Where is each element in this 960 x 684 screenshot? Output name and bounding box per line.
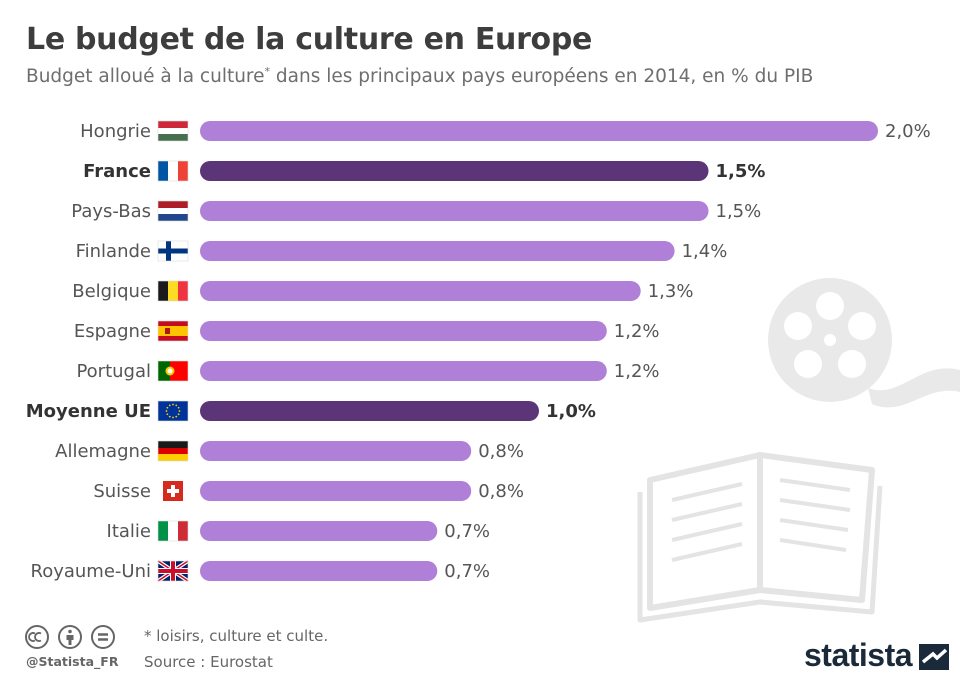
value-label: 1,3%: [648, 281, 694, 302]
flag-portugal-icon: [157, 360, 189, 382]
license-icons: [24, 624, 124, 656]
open-book-icon: [637, 452, 883, 623]
statista-logo-mark-icon: [919, 644, 950, 670]
category-label: Moyenne UE: [26, 401, 151, 422]
bar: [200, 361, 607, 381]
value-label: 1,0%: [546, 401, 596, 422]
category-label: Italie: [107, 521, 151, 542]
flag-finland-icon: [157, 240, 189, 262]
bar: [200, 321, 607, 341]
creative-commons-icon: [25, 625, 49, 649]
category-label: Espagne: [74, 321, 151, 342]
bar: [200, 561, 438, 581]
flag-hungary-icon: [157, 120, 189, 142]
flag-spain-icon: [157, 320, 189, 342]
value-label: 2,0%: [885, 121, 931, 142]
bar: [200, 481, 472, 501]
category-label: Allemagne: [55, 441, 151, 462]
bar: [200, 441, 472, 461]
flag-switzerland-icon: [163, 481, 183, 501]
source-note: Source : Eurostat: [144, 653, 273, 671]
value-label: 0,8%: [478, 441, 524, 462]
flag-france-icon: [157, 160, 189, 182]
flag-belgium-icon: [157, 280, 189, 302]
category-label: Hongrie: [80, 121, 151, 142]
category-label: Suisse: [93, 481, 151, 502]
category-label: Finlande: [76, 241, 151, 262]
value-label: 1,5%: [716, 161, 766, 182]
flag-eu-icon: [157, 400, 189, 422]
flag-uk-icon: [156, 559, 190, 583]
film-reel-icon: [768, 278, 960, 408]
flag-netherlands-icon: [157, 200, 189, 222]
category-label: Pays-Bas: [71, 201, 151, 222]
bar: [200, 161, 709, 181]
footnote: * loisirs, culture et culte.: [144, 627, 329, 645]
category-label: France: [83, 161, 151, 182]
value-label: 0,7%: [444, 561, 490, 582]
value-label: 0,7%: [444, 521, 490, 542]
value-label: 1,2%: [614, 361, 660, 382]
value-label: 1,5%: [716, 201, 762, 222]
bar: [200, 121, 878, 141]
brand-name: statista: [804, 637, 913, 673]
value-label: 1,4%: [682, 241, 728, 262]
value-label: 1,2%: [614, 321, 660, 342]
chart-subtitle: Budget alloué à la culture* dans les pri…: [26, 65, 814, 88]
attribution-icon: [58, 625, 82, 649]
bar: [200, 521, 438, 541]
chart-title: Le budget de la culture en Europe: [26, 22, 593, 57]
no-derivatives-icon: [91, 625, 115, 649]
social-handle: @Statista_FR: [26, 654, 119, 669]
flag-germany-icon: [157, 440, 189, 462]
statista-logo[interactable]: statista: [804, 637, 953, 674]
value-label: 0,8%: [478, 481, 524, 502]
category-label: Portugal: [76, 361, 151, 382]
bar: [200, 201, 709, 221]
bar: [200, 241, 675, 261]
bar: [200, 401, 539, 421]
category-label: Royaume-Uni: [31, 561, 152, 582]
flag-italy-icon: [157, 520, 189, 542]
bar: [200, 281, 641, 301]
category-label: Belgique: [72, 281, 151, 302]
